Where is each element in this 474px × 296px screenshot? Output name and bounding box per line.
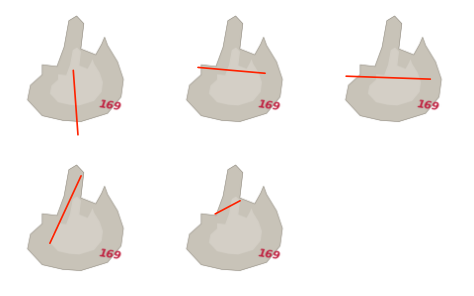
Text: B: B [168,9,178,22]
Text: D: D [9,158,19,171]
Text: A: A [9,9,19,22]
Text: E: E [168,158,177,171]
Text: C: C [328,9,337,22]
